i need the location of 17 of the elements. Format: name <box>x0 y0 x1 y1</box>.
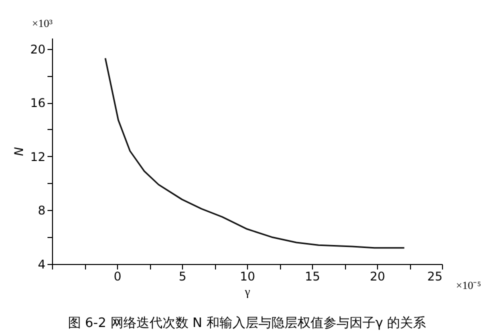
x-tick-label: 0 <box>114 270 122 284</box>
y-tick-label: 4 <box>38 258 46 272</box>
y-tick-label: 12 <box>30 150 46 164</box>
y-tick-label: 20 <box>30 42 46 56</box>
text: ×10³ <box>32 18 54 30</box>
text: 图 6-2 网络迭代次数 N 和输入层与隐层权值参与因子γ 的关系 <box>68 316 426 331</box>
x-axis-title: γ <box>244 284 251 298</box>
y-axis-title: N <box>12 146 26 156</box>
line-series <box>104 57 406 249</box>
y-tick-label: 16 <box>30 96 46 110</box>
x-tick-label: 15 <box>304 270 320 284</box>
x-tick-label: 10 <box>240 270 256 284</box>
y-tick-label: 8 <box>38 204 46 218</box>
text: ×10⁻⁵ <box>456 280 482 292</box>
x-tick-label: 25 <box>427 270 442 284</box>
x-tick-label: 5 <box>178 270 186 284</box>
x-tick-label: 20 <box>370 270 386 284</box>
